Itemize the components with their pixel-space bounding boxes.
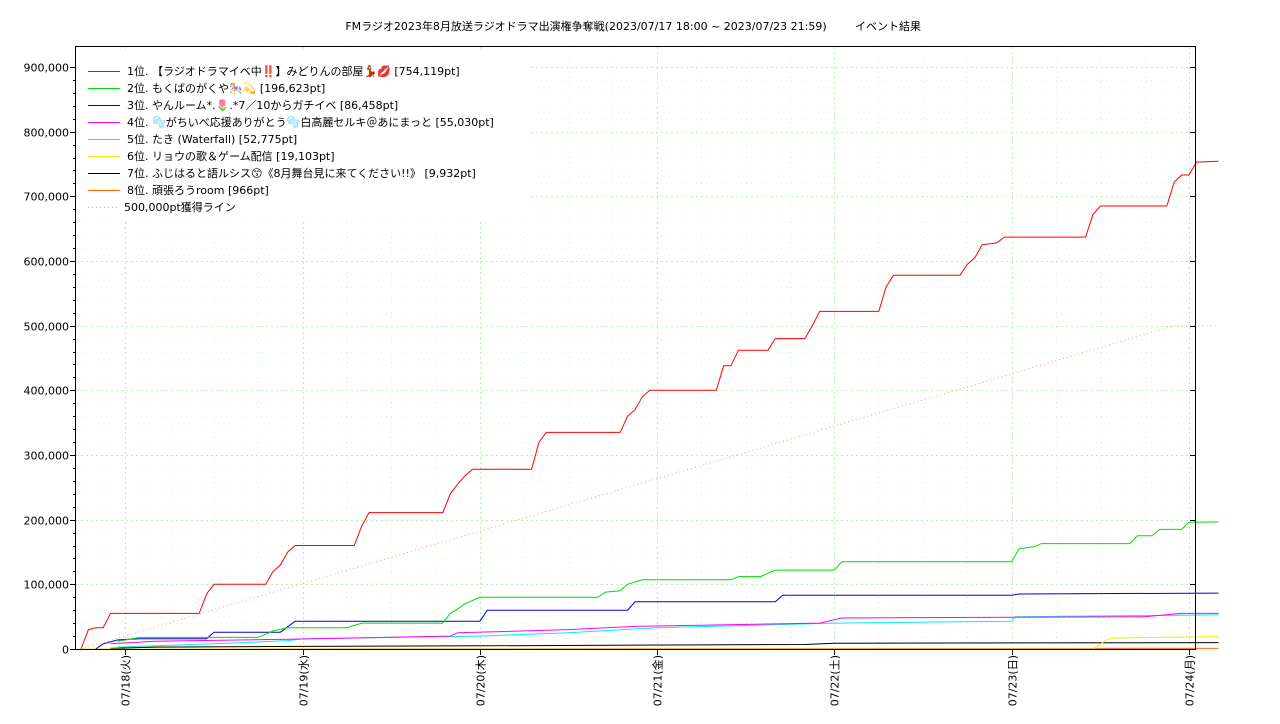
legend-label: 500,000pt獲得ライン [124,201,236,214]
series-layer [80,160,1219,650]
y-tick-label: 300,000 [24,450,70,463]
legend: 1位. 【ラジオドラマイベ中‼️】みどりんの部屋💃💋 [754,119pt] 2位… [88,64,494,214]
x-tick-label: 07/24(月) [1184,655,1197,706]
series-line [117,521,1219,642]
chart-subtitle: イベント結果 [855,19,921,33]
series-line [110,612,1219,645]
series-line [117,614,1219,648]
plot-frame [75,46,1196,650]
x-tick-label: 07/23(日) [1007,655,1020,706]
y-tick-label: 500,000 [24,321,70,334]
legend-label: 7位. ふじはると語ルシス😙《8月舞台見に来てください!!》 [9,932pt] [127,166,476,180]
x-tick-label: 07/21(金) [651,655,665,706]
legend-label: 2位. もくばのがくや🎠💫 [196,623pt] [127,81,325,96]
x-tick-label: 07/20(木) [475,655,488,706]
series-line [80,160,1219,650]
y-tick-label: 200,000 [24,515,70,528]
y-tick-label: 0 [62,644,69,657]
x-tick-label: 07/18(火) [120,655,133,706]
legend-label: 1位. 【ラジオドラマイベ中‼️】みどりんの部屋💃💋 [754,119pt] [127,64,460,78]
legend-label: 3位. やんルーム*.🌷.*7／10からガチイベ [86,458pt] [127,98,398,112]
legend-label: 4位. 🫧がちいべ応援ありがとう🫧白高麗セルキ＠あにまっと [55,030pt] [127,115,494,129]
y-tick-label: 800,000 [24,127,70,140]
series-line [80,325,1219,650]
legend-label: 8位. 頑張ろうroom [966pt] [127,183,269,197]
y-tick-label: 900,000 [24,62,70,75]
y-tick-label: 600,000 [24,256,70,269]
chart-title: FMラジオ2023年8月放送ラジオドラマ出演権争奪戦(2023/07/17 18… [345,19,826,33]
legend-background [80,52,528,220]
x-tick-label: 07/22(土) [829,655,842,706]
series-line [110,642,1219,649]
x-tick-label: 07/19(水) [298,655,311,706]
axis-layer: 0 100,000 200,000 300,000 400,000 500,000 600,… [24,62,1197,707]
y-tick-label: 400,000 [24,385,70,398]
y-tick-label: 700,000 [24,191,70,204]
legend-label: 5位. たき (Waterfall) [52,775pt] [127,132,297,146]
legend-label: 6位. リョウの歌＆ゲーム配信 [19,103pt] [127,149,335,163]
y-tick-label: 100,000 [24,579,70,592]
